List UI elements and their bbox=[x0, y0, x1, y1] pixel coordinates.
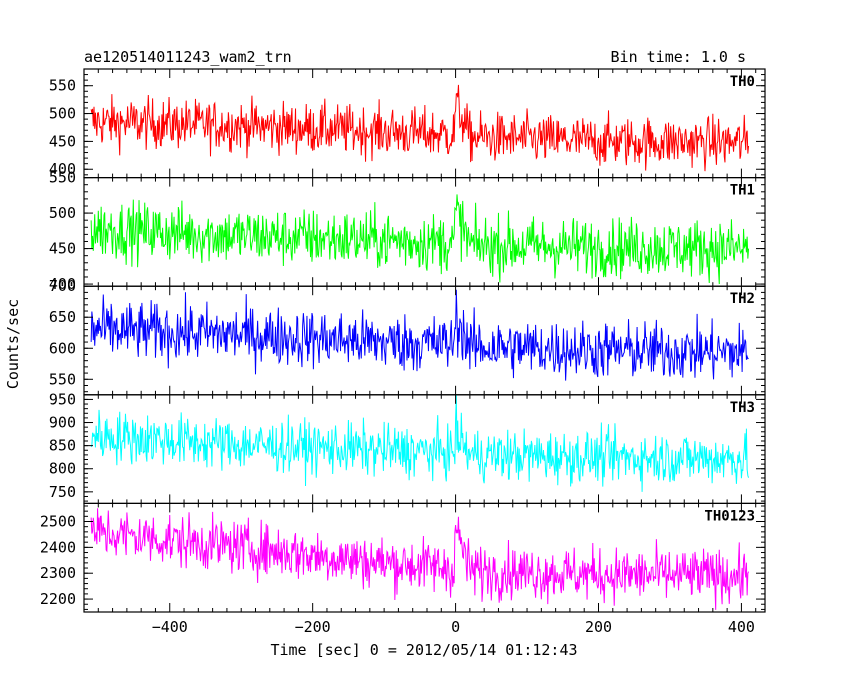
y-tick-label: 2500 bbox=[40, 513, 76, 531]
series-line-th0 bbox=[90, 84, 750, 172]
y-tick-label: 900 bbox=[49, 414, 76, 432]
x-tick-label: 0 bbox=[451, 618, 460, 636]
series-line-th3 bbox=[90, 394, 750, 492]
x-tick-label: −400 bbox=[152, 618, 188, 636]
panel-label-th2: TH2 bbox=[730, 291, 755, 307]
series-line-th0123 bbox=[90, 508, 750, 610]
panels-group: TH0 400 450 500 550 TH1 400 450 500 550 TH2 550 600 6… bbox=[40, 68, 766, 636]
x-tick-label: −200 bbox=[295, 618, 331, 636]
x-axis-title: Time [sec] 0 = 2012/05/14 01:12:43 bbox=[270, 641, 577, 659]
y-tick-label: 500 bbox=[49, 204, 76, 222]
y-tick-label: 550 bbox=[49, 370, 76, 388]
y-tick-label: 2300 bbox=[40, 564, 76, 582]
y-tick-label: 2400 bbox=[40, 538, 76, 556]
panel-label-th0: TH0 bbox=[730, 74, 755, 90]
panel-label-th1: TH1 bbox=[730, 183, 755, 199]
y-tick-label: 550 bbox=[49, 169, 76, 187]
y-tick-label: 550 bbox=[49, 77, 76, 95]
x-tick-label: 400 bbox=[728, 618, 755, 636]
y-tick-label: 2200 bbox=[40, 590, 76, 608]
series-line-th1 bbox=[90, 194, 750, 285]
y-tick-label: 450 bbox=[49, 132, 76, 150]
x-tick-label: 200 bbox=[585, 618, 612, 636]
series-line-th2 bbox=[90, 289, 749, 381]
panel-label-th0123: TH0123 bbox=[704, 508, 755, 524]
y-tick-label: 500 bbox=[49, 105, 76, 123]
y-tick-label: 400 bbox=[49, 275, 76, 293]
panel-frame-th2 bbox=[83, 285, 766, 396]
bin-time-label: Bin time: 1.0 s bbox=[611, 48, 746, 66]
y-tick-label: 750 bbox=[49, 483, 76, 501]
y-tick-label: 650 bbox=[49, 308, 76, 326]
y-tick-label: 800 bbox=[49, 460, 76, 478]
y-tick-label: 950 bbox=[49, 390, 76, 408]
panel-label-th3: TH3 bbox=[730, 400, 755, 416]
y-tick-label: 400 bbox=[49, 160, 76, 178]
chart-title: ae120514011243_wam2_trn bbox=[84, 48, 292, 66]
y-axis-title: Counts/sec bbox=[4, 299, 22, 389]
y-tick-label: 700 bbox=[49, 277, 76, 295]
y-tick-label: 600 bbox=[49, 339, 76, 357]
y-tick-label: 850 bbox=[49, 437, 76, 455]
y-tick-label: 450 bbox=[49, 240, 76, 258]
